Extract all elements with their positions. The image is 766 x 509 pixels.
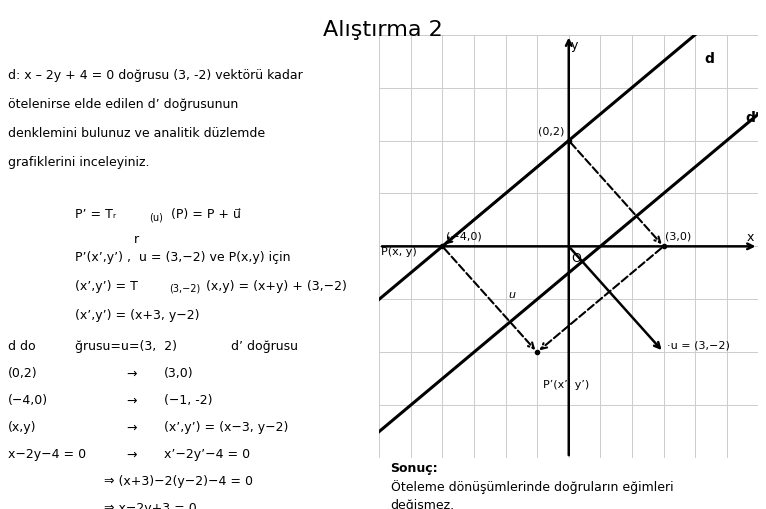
Text: →: → [126,447,137,460]
Text: (x,y): (x,y) [8,420,36,433]
Text: d’ doğrusu: d’ doğrusu [231,340,297,353]
Text: (0,2): (0,2) [8,366,38,380]
Text: d: x – 2y + 4 = 0 doğrusu (3, -2) vektörü kadar: d: x – 2y + 4 = 0 doğrusu (3, -2) vektör… [8,69,303,82]
Text: d: d [705,51,715,66]
Text: (3,−2): (3,−2) [169,283,201,293]
Text: (P) = P + u⃗: (P) = P + u⃗ [171,208,241,220]
Text: →: → [126,366,137,380]
Text: d do: d do [8,340,35,353]
Text: (x’,y’) = (x+3, y−2): (x’,y’) = (x+3, y−2) [74,308,199,321]
Text: P(x, y): P(x, y) [381,247,417,257]
Text: x: x [747,231,755,244]
Text: O: O [571,252,581,265]
Text: r: r [134,232,139,245]
Text: ·u = (3,−2): ·u = (3,−2) [666,340,729,350]
Text: P’(x’, y’): P’(x’, y’) [544,379,590,389]
Text: ötelenirse elde edilen d’ doğrusunun: ötelenirse elde edilen d’ doğrusunun [8,98,238,111]
Text: (−1, -2): (−1, -2) [164,393,212,407]
Text: (x’,y’) = T: (x’,y’) = T [74,279,137,292]
Text: x’−2y’−4 = 0: x’−2y’−4 = 0 [164,447,250,460]
Text: u: u [509,290,516,299]
Text: P’ = Tᵣ: P’ = Tᵣ [74,208,116,220]
Text: →: → [126,393,137,407]
Text: (0,2): (0,2) [538,126,564,136]
Text: ğrusu=u=(3,  2): ğrusu=u=(3, 2) [74,340,176,353]
Text: (3,0): (3,0) [665,231,692,241]
Text: değişmez.: değişmez. [391,498,455,509]
Text: grafiklerini inceleyiniz.: grafiklerini inceleyiniz. [8,156,149,169]
Text: denklemini bulunuz ve analitik düzlemde: denklemini bulunuz ve analitik düzlemde [8,127,265,140]
Text: (−4,0): (−4,0) [8,393,47,407]
Text: d': d' [746,110,760,125]
Text: y: y [571,39,578,51]
Text: →: → [126,420,137,433]
Text: Sonuç:: Sonuç: [391,461,438,473]
Text: (3,0): (3,0) [164,366,193,380]
Text: (x,y) = (x+y) + (3,−2): (x,y) = (x+y) + (3,−2) [206,279,347,292]
Text: (x’,y’) = (x−3, y−2): (x’,y’) = (x−3, y−2) [164,420,288,433]
Text: P’(x’,y’) ,  u = (3,−2) ve P(x,y) için: P’(x’,y’) , u = (3,−2) ve P(x,y) için [74,250,290,263]
Text: (u): (u) [149,212,162,222]
Text: Alıştırma 2: Alıştırma 2 [323,20,443,40]
Text: Öteleme dönüşümlerinde doğruların eğimleri: Öteleme dönüşümlerinde doğruların eğimle… [391,479,673,493]
Text: ⇒ (x+3)−2(y−2)−4 = 0: ⇒ (x+3)−2(y−2)−4 = 0 [104,474,254,487]
Text: x−2y−4 = 0: x−2y−4 = 0 [8,447,86,460]
Text: (−4,0): (−4,0) [446,231,481,241]
Text: ⇒ x−2y+3 = 0: ⇒ x−2y+3 = 0 [104,501,197,509]
